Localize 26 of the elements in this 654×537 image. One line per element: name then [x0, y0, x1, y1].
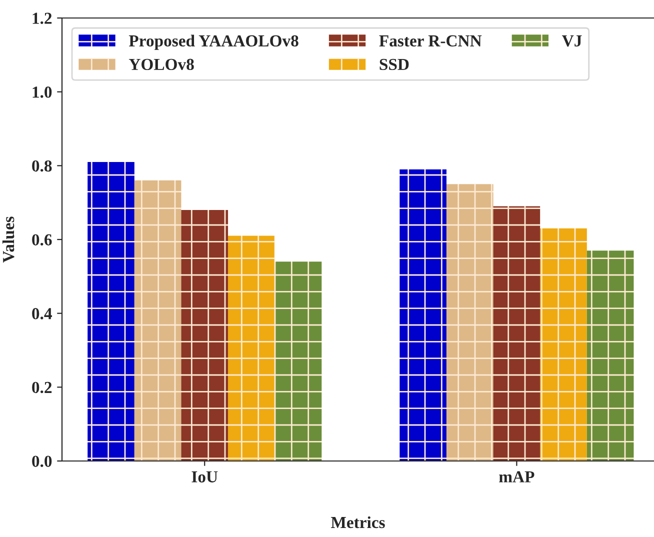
y-axis-title: Values: [2, 216, 14, 263]
y-tick-label: 0.4: [32, 308, 52, 320]
y-tick-label: 0.8: [32, 160, 52, 172]
bar: [274, 262, 322, 461]
x-axis-title: Metrics: [330, 516, 385, 528]
x-tick-label: mAP: [499, 471, 534, 482]
bar: [400, 169, 446, 461]
legend-label: SSD: [380, 58, 409, 70]
y-tick-label: 1.2: [32, 12, 52, 24]
y-tick-label: 1.0: [32, 86, 52, 98]
y-tick-label: 0.2: [32, 382, 52, 394]
bar: [540, 228, 587, 461]
bar: [493, 206, 540, 461]
legend-label: VJ: [562, 35, 582, 47]
legend-label: YOLOv8: [128, 58, 194, 70]
x-tick-label: IoU: [192, 471, 218, 482]
legend-label: Proposed YAAAOLOv8: [128, 34, 298, 50]
bar: [446, 184, 494, 461]
bar: [228, 236, 275, 461]
legend-label: Faster R-CNN: [379, 35, 482, 46]
y-tick-label: 0.6: [32, 234, 52, 246]
bar: [181, 210, 228, 461]
bar: [586, 250, 634, 461]
bar: [134, 180, 182, 461]
y-tick-label: 0.0: [32, 456, 52, 468]
bar: [88, 162, 134, 461]
